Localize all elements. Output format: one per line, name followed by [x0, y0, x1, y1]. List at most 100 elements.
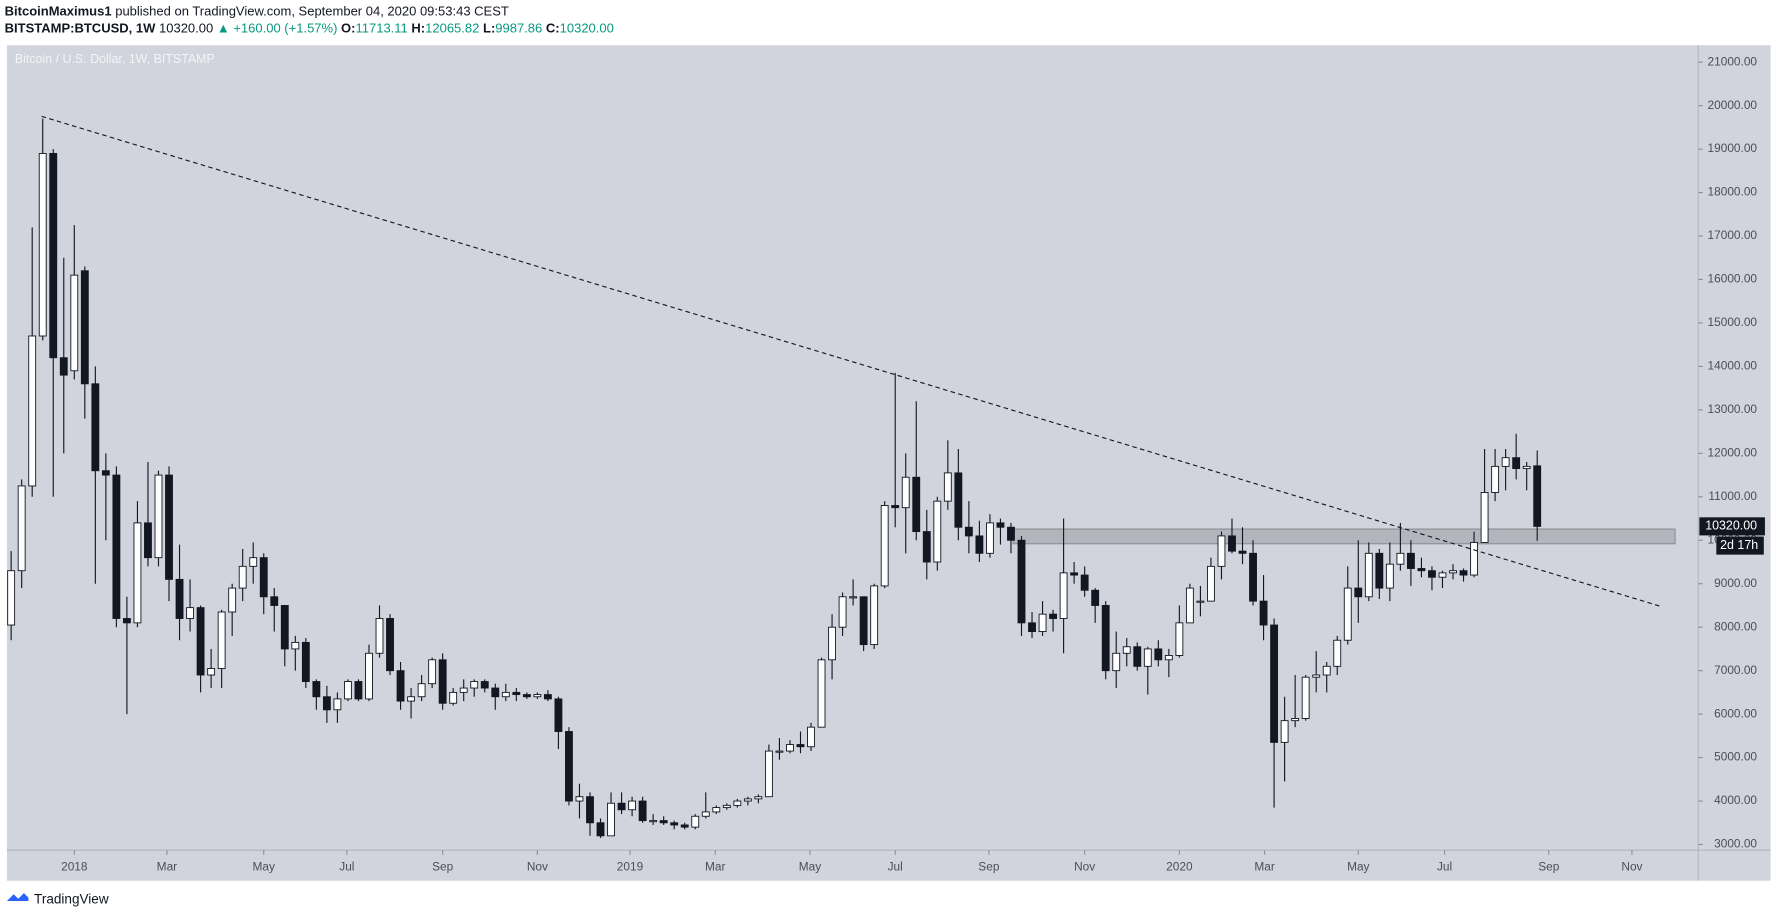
candle-body — [1270, 624, 1279, 743]
candle-body — [344, 681, 352, 700]
y-tick-label: 11000.00 — [1708, 489, 1757, 503]
candle-body — [196, 607, 205, 676]
y-tick-label: 20000.00 — [1708, 98, 1758, 112]
candle-body — [933, 500, 942, 563]
candle-body — [1133, 646, 1142, 667]
candle-body — [1522, 465, 1531, 470]
candle-body — [501, 691, 510, 698]
symbol-line: BITSTAMP:BTCUSD, 1W 10320.00 ▲ +160.00 (… — [5, 21, 614, 36]
candle-body — [17, 485, 26, 572]
change: ▲ +160.00 (+1.57%) — [217, 21, 338, 36]
candle-body — [1480, 492, 1489, 543]
x-tick-label: 2018 — [61, 859, 88, 873]
candle-body — [428, 659, 437, 685]
candle-body — [943, 472, 952, 502]
candle-body — [1449, 570, 1457, 574]
x-tick-label: Sep — [1538, 859, 1560, 873]
x-tick-label: Jul — [339, 859, 354, 873]
x-tick-label: Mar — [1254, 859, 1274, 873]
candle-body — [1175, 622, 1184, 656]
candle-body — [1164, 654, 1173, 661]
candle-body — [565, 731, 573, 802]
x-tick-label: Nov — [1074, 859, 1095, 873]
published: published on TradingView.com, September … — [115, 4, 509, 19]
candle-body — [522, 694, 531, 698]
candle-body — [1491, 465, 1500, 493]
y-tick-label: 12000.00 — [1708, 445, 1758, 459]
y-tick-label: 4000.00 — [1714, 793, 1757, 807]
candle-body — [1343, 587, 1352, 641]
close-value: 10320.00 — [560, 21, 614, 36]
y-tick-label: 15000.00 — [1708, 315, 1758, 329]
y-tick-label: 14000.00 — [1708, 359, 1758, 373]
candle-body — [438, 659, 447, 704]
y-tick-label: 8000.00 — [1714, 619, 1757, 633]
candle-body — [91, 383, 100, 472]
price-label-box — [1699, 517, 1765, 536]
candle-body — [817, 659, 826, 728]
x-tick-label: Nov — [527, 859, 548, 873]
open-value: 11713.11 — [356, 21, 408, 36]
candle-body — [912, 476, 921, 533]
candle-body — [828, 626, 836, 661]
candle-body — [586, 796, 594, 824]
x-tick-label: Jul — [1437, 859, 1452, 873]
candle-body — [901, 476, 910, 509]
candle-body — [280, 605, 289, 650]
candle-body — [1364, 552, 1373, 598]
candle-body — [954, 472, 963, 528]
symbol: BITSTAMP:BTCUSD, 1W — [5, 21, 156, 36]
candle-body — [638, 800, 647, 822]
candle-body — [122, 618, 131, 624]
close-label: C: — [546, 21, 560, 36]
candle-body — [186, 607, 194, 619]
author[interactable]: BitcoinMaximus1 — [5, 4, 112, 19]
plot: 3000.00 4000.00 5000.00 6000.00 7000.00 8000.… — [7, 54, 1765, 873]
candle-body — [1238, 550, 1247, 554]
candle-body — [849, 596, 858, 599]
candle-body — [396, 670, 405, 702]
candle-body — [133, 522, 142, 624]
candle-body — [333, 698, 342, 711]
candle-body — [375, 618, 384, 654]
candle-body — [59, 357, 68, 376]
y-tick-label: 16000.00 — [1708, 272, 1758, 286]
candle-body — [786, 744, 794, 752]
y-tick-label: 21000.00 — [1708, 54, 1758, 68]
candle-body — [754, 796, 763, 800]
candle-body — [1185, 587, 1194, 624]
x-tick-label: Mar — [157, 859, 177, 873]
candle-body — [659, 820, 668, 824]
candle-body — [1301, 676, 1310, 719]
candle-body — [1512, 457, 1521, 470]
x-tick-label: May — [1347, 859, 1369, 873]
candle-body — [1280, 720, 1289, 743]
footer-brand: TradingView — [34, 891, 109, 906]
candle-body — [1259, 600, 1268, 626]
candle-body — [986, 522, 994, 554]
candle-body — [880, 505, 889, 587]
y-tick-label: 3000.00 — [1714, 837, 1757, 851]
candle-body — [1101, 605, 1110, 672]
low-label: L: — [483, 21, 495, 36]
candle-body — [175, 578, 184, 619]
candle-body — [1322, 665, 1331, 676]
candle-body — [807, 726, 815, 748]
candle-body — [1533, 465, 1542, 527]
candle-body — [249, 557, 258, 567]
x-tick-label: 2020 — [1166, 859, 1193, 873]
candle-body — [1049, 613, 1058, 619]
y-tick-label: 7000.00 — [1714, 663, 1757, 677]
x-tick-label: Sep — [432, 859, 454, 873]
candle-body — [1438, 572, 1447, 578]
candle-body — [1312, 674, 1321, 678]
candle-body — [712, 807, 721, 813]
candle-body — [1249, 552, 1257, 602]
candle-body — [270, 596, 279, 606]
candle-body — [512, 691, 521, 696]
candle-body — [301, 641, 310, 682]
x-tick-label: Sep — [978, 859, 1000, 873]
candle-body — [607, 802, 615, 837]
candle-body — [1333, 639, 1342, 667]
